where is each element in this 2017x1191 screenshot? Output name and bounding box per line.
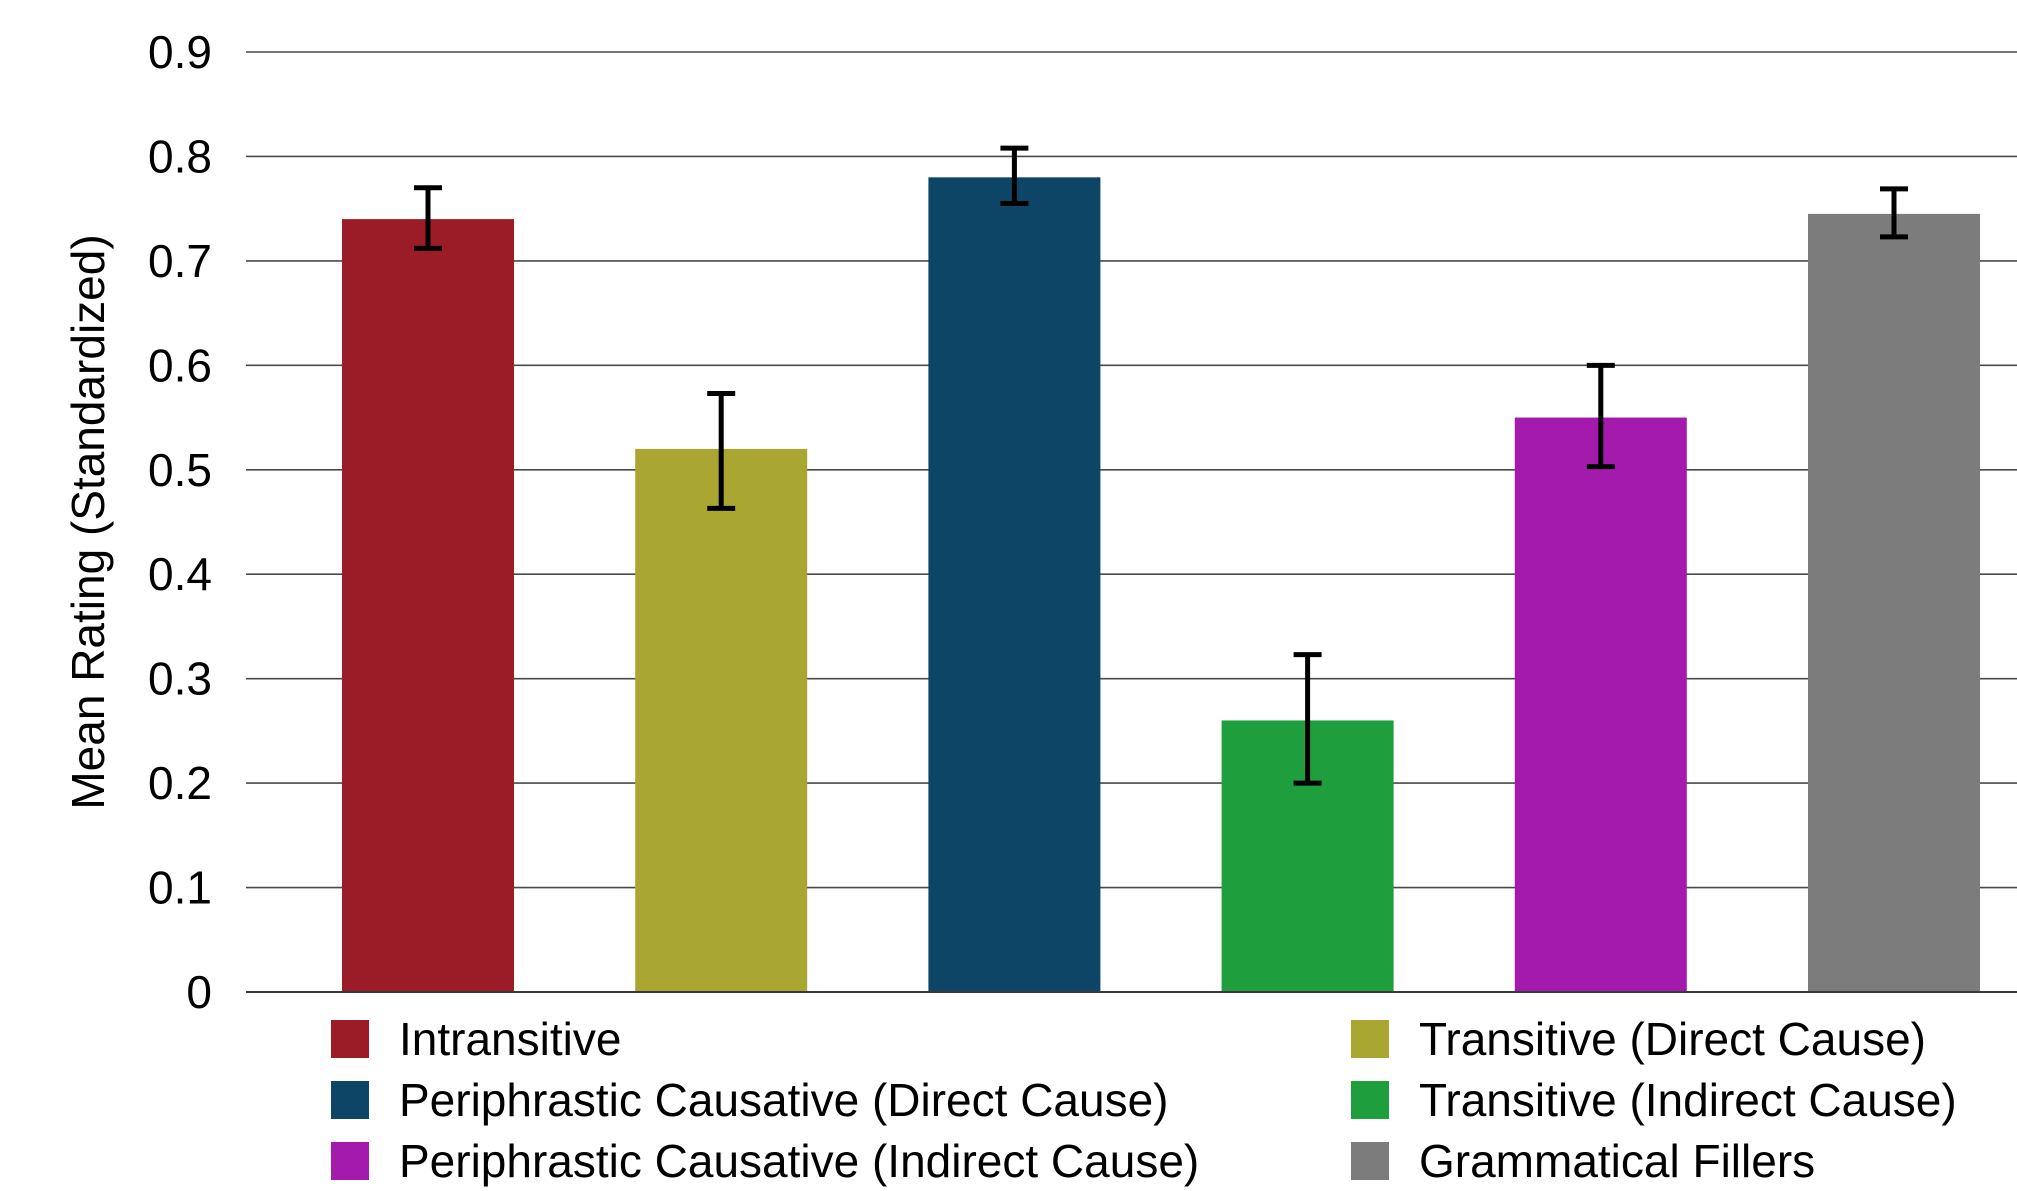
y-axis-label: Mean Rating (Standardized) bbox=[62, 234, 114, 809]
legend-label: Transitive (Indirect Cause) bbox=[1419, 1073, 1957, 1126]
y-tick-label: 0.2 bbox=[148, 757, 212, 809]
y-tick-labels: 0 0.1 0.2 0.3 0.4 0.5 0.6 0.7 0.8 0.9 bbox=[148, 26, 212, 1018]
error-bar-1 bbox=[414, 185, 442, 251]
legend-label: Periphrastic Causative (Direct Cause) bbox=[399, 1073, 1169, 1126]
y-tick-label: 0.5 bbox=[148, 444, 212, 496]
gridlines bbox=[246, 51, 2017, 993]
bar-6 bbox=[1808, 213, 1980, 992]
bars bbox=[342, 177, 1980, 993]
legend-swatch bbox=[1351, 1019, 1389, 1058]
legend-swatch bbox=[331, 1141, 369, 1180]
legend-right-column: Transitive (Direct Cause) Transitive (Ind… bbox=[1351, 1008, 1957, 1191]
legend-item: Periphrastic Causative (Indirect Cause) bbox=[331, 1130, 1199, 1191]
y-tick-label: 0.3 bbox=[148, 653, 212, 705]
legend-swatch bbox=[1351, 1080, 1389, 1119]
y-tick-label: 0.4 bbox=[148, 548, 212, 600]
error-bar-2 bbox=[707, 391, 736, 511]
legend-item: Transitive (Indirect Cause) bbox=[1351, 1069, 1957, 1130]
legend-item: Intransitive bbox=[331, 1008, 1199, 1069]
error-bar-6 bbox=[1880, 186, 1908, 240]
y-tick-label: 0.9 bbox=[148, 26, 212, 78]
y-tick-label: 0.7 bbox=[148, 235, 212, 287]
legend-item: Transitive (Direct Cause) bbox=[1351, 1008, 1957, 1069]
y-tick-label: 0 bbox=[186, 966, 212, 1018]
error-bar-4 bbox=[1293, 652, 1322, 786]
legend-left-column: Intransitive Periphrastic Causative (Dire… bbox=[331, 1008, 1199, 1191]
y-tick-label: 0.1 bbox=[148, 862, 212, 914]
bar-5 bbox=[1514, 417, 1687, 992]
error-bars bbox=[246, 145, 2017, 993]
y-tick-label: 0.6 bbox=[148, 339, 212, 391]
error-bar-3 bbox=[1000, 145, 1029, 206]
bar-2 bbox=[635, 448, 808, 992]
bar-1 bbox=[342, 219, 514, 993]
legend-label: Intransitive bbox=[399, 1012, 622, 1065]
legend-label: Grammatical Fillers bbox=[1419, 1134, 1816, 1187]
legend-item: Periphrastic Causative (Direct Cause) bbox=[331, 1069, 1199, 1130]
legend-swatch bbox=[1351, 1141, 1389, 1180]
y-tick-label: 0.8 bbox=[148, 130, 212, 182]
error-bar-5 bbox=[1586, 362, 1615, 470]
legend-swatch bbox=[331, 1019, 369, 1058]
legend-item: Grammatical Fillers bbox=[1351, 1130, 1957, 1191]
legend-label: Transitive (Direct Cause) bbox=[1419, 1012, 1926, 1065]
legend-swatch bbox=[331, 1080, 369, 1119]
bar-3 bbox=[928, 177, 1101, 993]
legend-label: Periphrastic Causative (Indirect Cause) bbox=[399, 1134, 1200, 1187]
